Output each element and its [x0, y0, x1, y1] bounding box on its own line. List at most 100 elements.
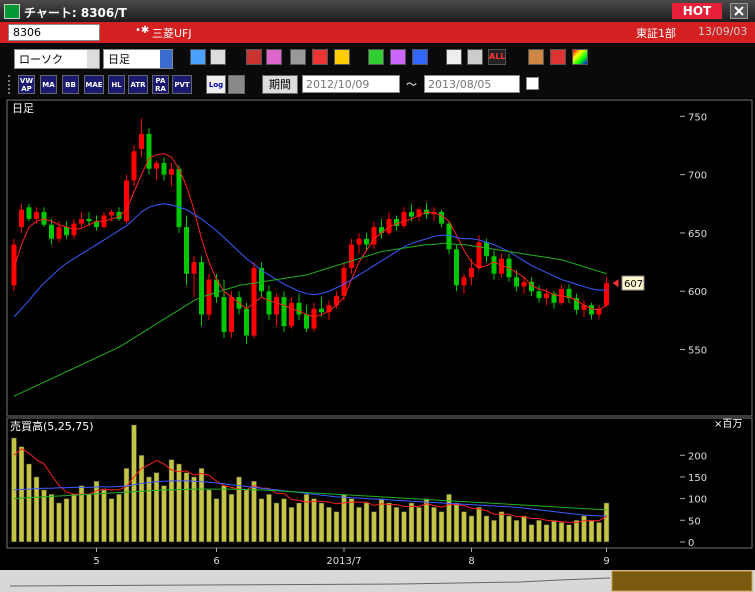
candle-body: [94, 221, 99, 228]
candle-body: [356, 238, 362, 245]
tool[interactable]: [228, 75, 245, 94]
indicator-button[interactable]: ATR: [128, 75, 148, 94]
volume-bar: [303, 494, 310, 543]
indicator-button[interactable]: HL: [108, 75, 125, 94]
title-bar: チャート: 8306/T HOT: [0, 0, 755, 22]
volume-bar: [228, 494, 235, 543]
volume-bar: [333, 511, 340, 543]
candle-body: [49, 224, 54, 239]
volume-bar: [101, 489, 107, 543]
candle-body: [56, 227, 62, 239]
tool[interactable]: [528, 49, 544, 65]
x-tick-label: 5: [93, 556, 99, 567]
candle-body: [116, 211, 122, 219]
checkbox[interactable]: [526, 77, 539, 90]
volume-bar: [341, 494, 347, 543]
interval-select[interactable]: 日足: [103, 49, 173, 69]
date: 13/09/03: [698, 25, 748, 38]
candle-body: [26, 207, 32, 219]
volume-bar: [603, 502, 610, 543]
volume-bar: [551, 520, 557, 543]
y-tick-label: 750: [688, 112, 707, 123]
tool[interactable]: [446, 49, 462, 65]
tool[interactable]: [390, 49, 406, 65]
to-date[interactable]: 2013/08/05: [424, 75, 520, 93]
candle-body: [221, 297, 227, 333]
candle-body: [259, 267, 264, 292]
volume-bar: [393, 507, 400, 543]
volume-bar: [191, 476, 197, 543]
tool[interactable]: [246, 49, 262, 65]
interval: 日足: [108, 53, 130, 66]
candle-body: [139, 133, 144, 149]
volume-bar: [116, 494, 122, 543]
y-tick-label: 150: [688, 473, 707, 484]
hot-button[interactable]: HOT: [672, 3, 722, 19]
period-button[interactable]: 期間: [262, 75, 298, 94]
tool[interactable]: [368, 49, 384, 65]
volume-bar: [251, 481, 257, 543]
app-icon: [4, 4, 20, 19]
candle-body: [289, 302, 294, 327]
symbol-bar: 8306 •✱ 三菱UFJ 東証1部 13/09/03: [0, 22, 755, 43]
tool[interactable]: [210, 49, 226, 65]
color-tool[interactable]: [572, 49, 588, 65]
candle-body: [19, 209, 24, 228]
volume-bar: [528, 524, 535, 543]
indicator-button[interactable]: MA: [40, 75, 57, 94]
close-button[interactable]: [730, 3, 748, 19]
scroll-thumb[interactable]: [611, 570, 753, 592]
tool[interactable]: [266, 49, 282, 65]
candle-body: [11, 244, 17, 286]
tool[interactable]: [412, 49, 428, 65]
separator: 〜: [406, 78, 417, 91]
last-price: 607: [624, 279, 643, 290]
volume-bar: [18, 446, 25, 543]
volume-bar: [573, 520, 580, 543]
tool[interactable]: [290, 49, 306, 65]
volume-bar: [213, 498, 220, 543]
from-date[interactable]: 2012/10/09: [302, 75, 400, 93]
indicator-button[interactable]: MAE: [84, 75, 104, 94]
tool[interactable]: [467, 49, 483, 65]
price-pointer: [612, 279, 619, 288]
y-tick-label: 0: [688, 538, 694, 549]
candle-body: [446, 223, 452, 250]
candle-body: [581, 305, 587, 310]
volume-bar: [491, 520, 497, 543]
search-tool[interactable]: [190, 49, 206, 65]
candle-body: [469, 267, 474, 278]
code-input[interactable]: 8306: [8, 24, 100, 41]
overview-line: [9, 577, 611, 587]
candle-body: [161, 162, 167, 175]
indicator-button[interactable]: PVT: [172, 75, 192, 94]
candle-body: [214, 279, 219, 298]
toolbar: ローソク 日足: [0, 43, 755, 71]
volume-bar: [288, 507, 295, 543]
indicator-button[interactable]: VWAP: [18, 75, 35, 94]
tool[interactable]: [312, 49, 328, 65]
scroll-track: [0, 570, 755, 592]
volume-bar: [363, 502, 370, 543]
volume-bar: [86, 494, 92, 543]
volume-bar: [243, 489, 250, 543]
candle-body: [386, 218, 392, 233]
log-button[interactable]: Log: [206, 75, 226, 94]
candle-body: [229, 297, 234, 333]
candle-body: [596, 308, 602, 315]
candle-body: [326, 305, 332, 313]
y-tick-label: 50: [688, 516, 701, 527]
chart-type-select[interactable]: ローソク: [14, 49, 100, 69]
indicator-button[interactable]: BB: [62, 75, 79, 94]
indicator-button[interactable]: PARA: [152, 75, 169, 94]
candle-body: [131, 151, 137, 181]
volume-bar: [536, 520, 542, 543]
from-date-text: 2012/10/09: [306, 78, 370, 91]
candle-body: [544, 293, 549, 299]
tool[interactable]: [550, 49, 566, 65]
y-tick-label: 200: [688, 451, 707, 462]
all-button[interactable]: ALL: [488, 49, 506, 65]
warning-tool[interactable]: [334, 49, 350, 65]
candle-body: [379, 227, 384, 233]
